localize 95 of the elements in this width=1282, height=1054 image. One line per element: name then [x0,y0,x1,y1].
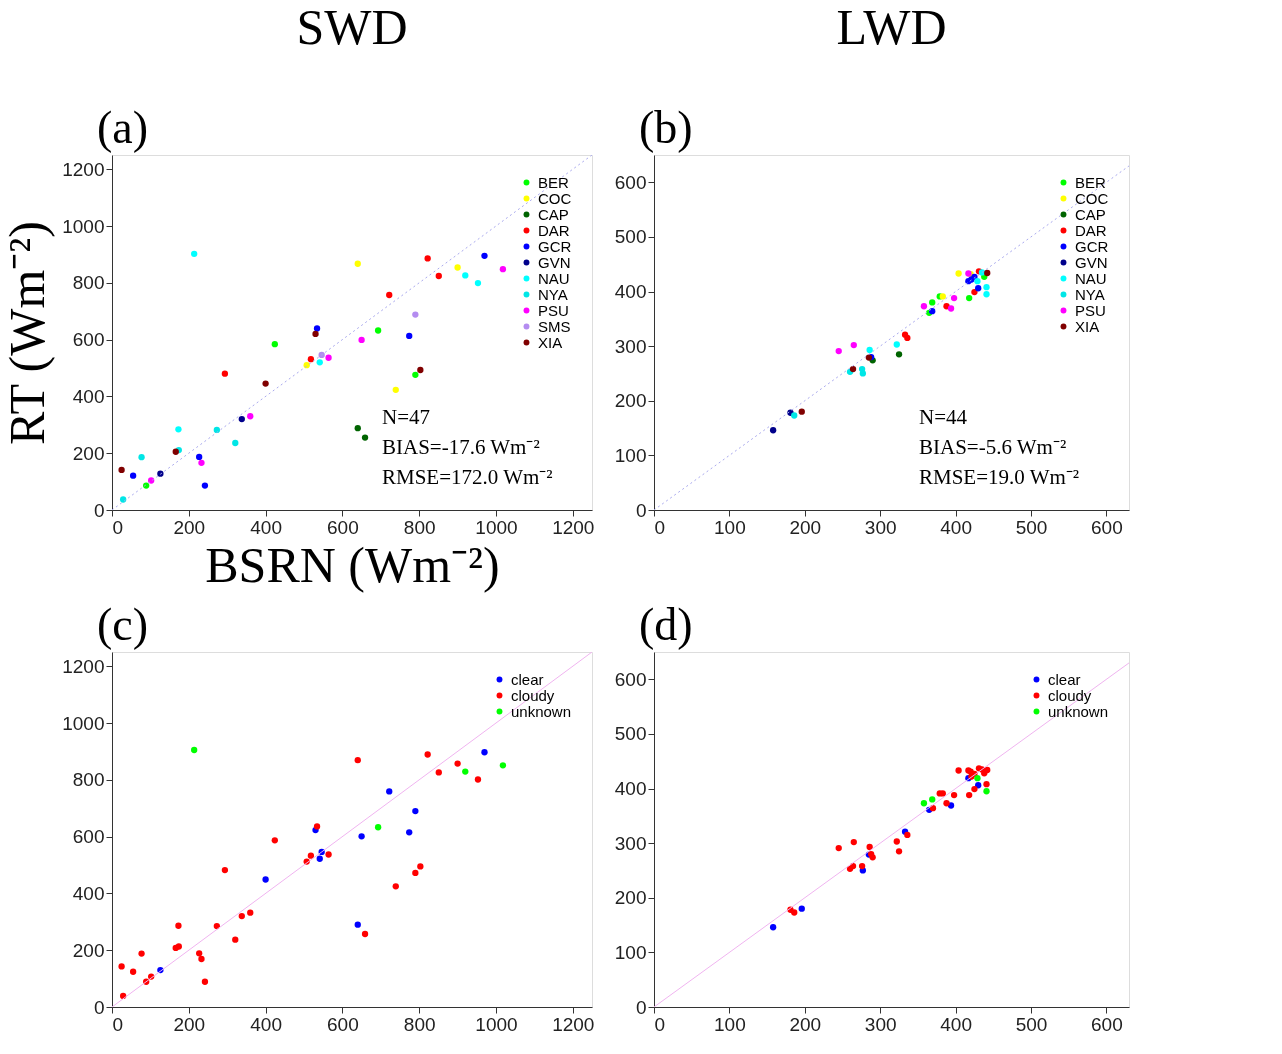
legend-label: COC [1075,189,1109,207]
y-tick-label: 0 [93,499,105,521]
annotation: N=44 [919,405,968,429]
x-tick-label: 1000 [475,516,518,538]
x-tick-label: 0 [654,516,666,538]
legend-label: PSU [1075,301,1106,319]
annotation: BIAS=-5.6 Wm⁻² [919,435,1067,459]
y-tick-label: 1000 [62,712,105,734]
x-tick-label: 200 [789,516,822,538]
x-tick-label: 500 [1015,1013,1048,1035]
legend-label: NAU [538,269,570,287]
x-tick-label: 600 [1091,516,1123,538]
legend-label: NAU [1075,269,1107,287]
x-tick-label: 200 [173,1013,206,1035]
y-tick-label: 1200 [62,158,105,180]
y-tick-label: 600 [72,826,105,848]
y-tick-label: 600 [72,329,105,351]
legend-label: PSU [538,301,569,319]
legend-label: BER [1075,173,1107,191]
y-tick-label: 1200 [62,655,105,677]
y-tick-label: 300 [614,832,647,854]
x-tick-label: 600 [1091,1013,1123,1035]
x-tick-label: 600 [327,1013,359,1035]
chart-title: LWD [836,0,947,55]
text: (b) [639,102,693,153]
x-tick-label: 800 [403,1013,436,1035]
y-tick-label: 200 [614,887,647,909]
legend-label: SMS [538,317,571,335]
text: (d) [639,599,693,650]
x-tick-label: 1000 [475,1013,518,1035]
legend-label: CAP [538,205,569,223]
y-tick-label: 400 [614,281,647,303]
x-tick-label: 400 [250,516,282,538]
y-tick-label: 200 [72,939,105,961]
y-tick-label: 600 [614,668,647,690]
x-tick-label: 400 [940,516,972,538]
annotation: N=47 [382,405,431,429]
legend-label: GCR [1075,237,1109,255]
y-tick-label: 0 [635,499,647,521]
y-tick-label: 400 [72,385,105,407]
x-tick-label: 500 [1015,516,1048,538]
legend-label: clear [511,670,544,688]
y-tick-label: 500 [614,226,647,248]
y-tick-label: 400 [614,778,647,800]
y-tick-label: 100 [614,941,647,963]
y-tick-label: 500 [614,723,647,745]
text: (a) [97,102,149,153]
y-tick-label: 0 [93,996,105,1018]
x-tick-label: 100 [714,516,746,538]
x-tick-label: 1200 [552,1013,595,1035]
y-tick-label: 600 [614,171,647,193]
x-tick-label: 0 [112,516,124,538]
y-tick-label: 300 [614,335,647,357]
legend-label: XIA [538,333,563,351]
legend-label: NYA [1075,285,1105,303]
x-tick-label: 800 [403,516,436,538]
x-tick-label: 0 [112,1013,124,1035]
legend-label: NYA [538,285,568,303]
x-tick-label: 400 [940,1013,972,1035]
y-tick-label: 100 [614,444,647,466]
y-tick-label: 1000 [62,215,105,237]
y-tick-label: 0 [635,996,647,1018]
y-tick-label: 800 [72,272,105,294]
legend-label: cloudy [1048,686,1092,704]
y-axis-title: RT (Wm⁻²) [0,221,56,445]
y-tick-label: 200 [614,390,647,412]
text: (c) [97,599,149,650]
x-tick-label: 0 [654,1013,666,1035]
x-tick-label: 100 [714,1013,746,1035]
x-tick-label: 600 [327,516,359,538]
x-tick-label: 300 [864,516,897,538]
chart-title: SWD [296,0,408,55]
legend-label: XIA [1075,317,1100,335]
annotation: RMSE=19.0 Wm⁻² [919,465,1080,489]
x-tick-label: 200 [173,516,206,538]
legend-label: COC [538,189,572,207]
x-tick-label: 200 [789,1013,822,1035]
legend-label: GVN [538,253,571,271]
y-tick-label: 200 [72,442,105,464]
x-axis-title: BSRN (Wm⁻²) [205,536,500,593]
legend-label: GCR [538,237,572,255]
legend-label: CAP [1075,205,1106,223]
x-tick-label: 300 [864,1013,897,1035]
y-tick-label: 400 [72,882,105,904]
legend-label: BER [538,173,570,191]
legend-label: DAR [538,221,570,239]
legend-label: DAR [1075,221,1107,239]
annotation: RMSE=172.0 Wm⁻² [382,465,553,489]
legend-label: GVN [1075,253,1108,271]
y-tick-label: 800 [72,769,105,791]
x-tick-label: 400 [250,1013,282,1035]
annotation: BIAS=-17.6 Wm⁻² [382,435,540,459]
legend-label: cloudy [511,686,555,704]
x-tick-label: 1200 [552,516,595,538]
legend-label: clear [1048,670,1081,688]
